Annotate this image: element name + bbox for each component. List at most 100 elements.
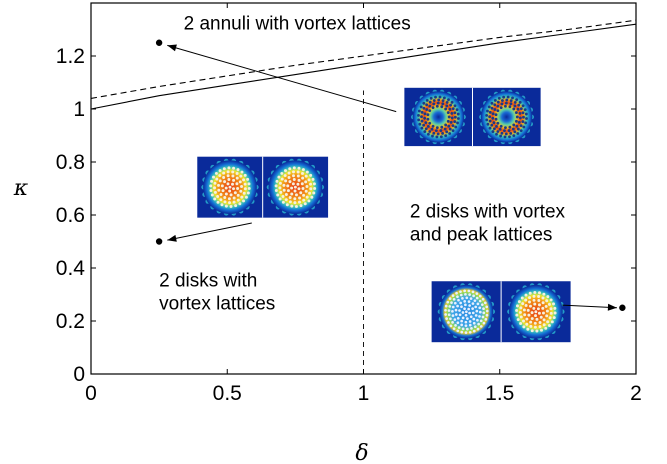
vortex-core: [473, 299, 477, 303]
vortex-core: [458, 309, 461, 312]
vortex-core: [509, 102, 513, 106]
vortex-core: [215, 177, 219, 181]
vortex-core: [496, 100, 500, 104]
vortex-core: [293, 197, 297, 201]
vortex-core: [473, 325, 477, 329]
vortex-core: [422, 101, 426, 105]
vortex-core: [485, 118, 489, 122]
vortex-core: [482, 311, 486, 315]
vortex-core: [447, 309, 451, 312]
vortex-core: [299, 191, 303, 195]
vortex-core: [236, 168, 240, 172]
vortex-core: [494, 113, 498, 117]
vortex-core: [479, 325, 483, 328]
vortex-core: [496, 130, 500, 133]
vortex-core: [305, 185, 309, 188]
vortex-core: [425, 108, 429, 111]
vortex-core: [537, 311, 541, 315]
vortex-core: [240, 185, 244, 188]
vortex-core: [507, 129, 511, 132]
vortex-core: [455, 291, 458, 295]
region-annotation-line: 2 disks with vortex: [410, 202, 566, 223]
vortex-core: [522, 325, 526, 329]
vortex-core: [226, 182, 230, 186]
vortex-core: [296, 174, 300, 178]
vortex-core: [476, 302, 480, 306]
vortex-core: [520, 296, 524, 300]
vortex-core: [546, 295, 550, 299]
vortex-core: [526, 327, 530, 331]
vortex-core: [426, 125, 430, 128]
vortex-core: [477, 322, 480, 326]
vortex-core: [466, 317, 469, 320]
vortex-core: [439, 129, 443, 132]
vortex-core: [420, 115, 423, 119]
x-tick-label: 0: [85, 382, 97, 405]
vortex-core: [227, 197, 231, 201]
vortex-core: [435, 126, 439, 130]
vortex-core: [469, 297, 473, 300]
vortex-core: [506, 95, 510, 99]
vortex-core: [232, 196, 236, 200]
vortex-core: [476, 318, 479, 322]
vortex-core: [453, 318, 457, 321]
vortex-core: [432, 99, 436, 102]
vortex-core: [463, 289, 466, 293]
vortex-core: [539, 315, 543, 319]
vortex-core: [552, 316, 556, 320]
vortex-core: [231, 170, 235, 174]
vortex-core: [459, 293, 463, 297]
vortex-core: [461, 297, 464, 300]
vortex-core: [474, 314, 478, 317]
vortex-core: [442, 96, 446, 100]
vortex-core: [244, 195, 248, 199]
vortex-core: [452, 327, 456, 331]
vortex-core: [428, 130, 432, 133]
vortex-core: [465, 310, 468, 314]
vortex-core: [471, 302, 475, 305]
vortex-core: [516, 132, 520, 135]
x-tick-label: 1: [358, 382, 370, 405]
vortex-core: [468, 311, 471, 315]
vortex-core: [457, 326, 461, 329]
vortex-core: [542, 292, 546, 296]
vortex-core: [512, 123, 516, 127]
vortex-core: [213, 197, 217, 201]
vortex-core: [472, 321, 476, 325]
vortex-core: [545, 309, 549, 313]
vortex-core: [468, 304, 471, 307]
vortex-core: [464, 324, 468, 328]
vortex-core: [435, 135, 439, 139]
region-annotation-line: and peak lattices: [410, 225, 553, 246]
vortex-core: [475, 292, 479, 295]
region-annotation: 2 annuli with vortex lattices: [184, 14, 411, 35]
vortex-core: [512, 134, 516, 138]
vortex-core: [302, 198, 306, 202]
vortex-core: [286, 189, 290, 193]
vortex-core: [232, 187, 236, 191]
vortex-core: [523, 108, 527, 112]
vortex-core: [493, 127, 496, 131]
vortex-core: [448, 305, 452, 308]
arrow-head: [167, 234, 177, 242]
vortex-core: [518, 116, 522, 120]
vortex-core: [467, 289, 471, 293]
y-tick-label: 1: [73, 98, 85, 121]
vortex-core: [310, 195, 314, 199]
vortex-core: [497, 96, 501, 100]
vortex-core: [444, 304, 448, 308]
vortex-core: [417, 109, 421, 113]
vortex-core: [456, 121, 459, 125]
vortex-core: [545, 314, 549, 318]
vortex-core: [525, 317, 529, 321]
vortex-core: [461, 311, 465, 314]
vortex-core: [482, 321, 486, 325]
vortex-core: [513, 104, 517, 108]
vortex-core: [307, 178, 311, 182]
vortex-core: [242, 191, 246, 195]
vortex-core: [226, 170, 230, 174]
vortex-core: [302, 193, 306, 197]
vortex-core: [496, 109, 500, 113]
x-tick-label: 0.5: [213, 382, 242, 405]
